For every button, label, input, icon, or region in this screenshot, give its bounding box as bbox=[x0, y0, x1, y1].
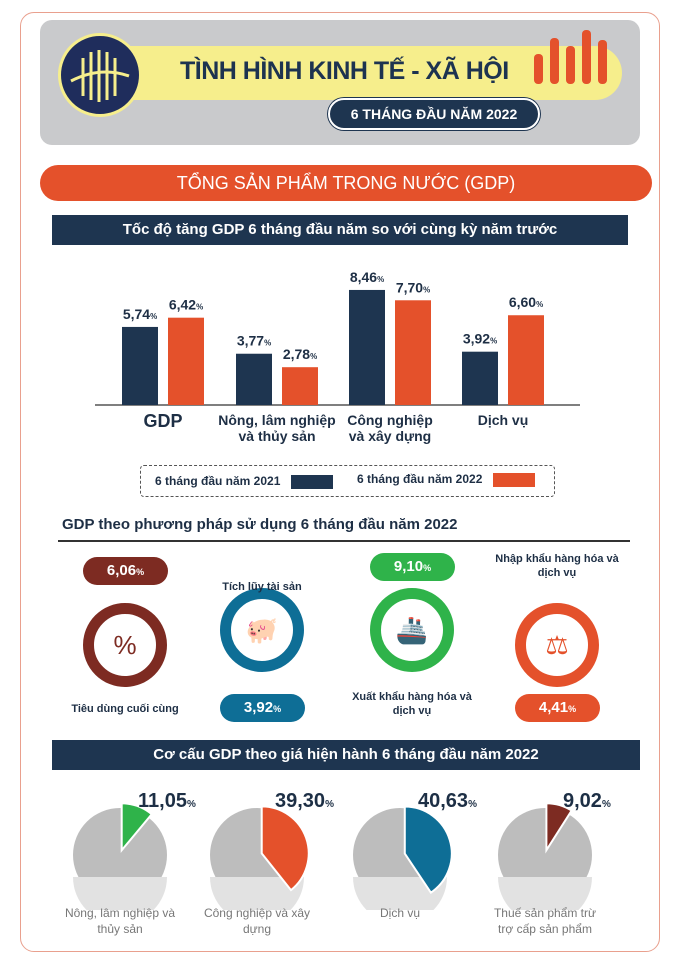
bar-chart-title: Tốc độ tăng GDP 6 tháng đầu năm so với c… bbox=[52, 215, 628, 245]
legend-label-2021: 6 tháng đầu năm 2021 bbox=[155, 474, 281, 488]
value: 39,30 bbox=[275, 790, 326, 812]
value: 9,10 bbox=[393, 558, 424, 575]
category-label-line: Nông, lâm nghiệp bbox=[218, 412, 336, 428]
unit: % bbox=[568, 704, 577, 714]
slice-label: Nông, lâm nghiệp và thủy sản bbox=[64, 906, 176, 936]
value: 6,06 bbox=[106, 562, 137, 579]
chart-legend: 6 tháng đầu năm 2021 6 tháng đầu năm 202… bbox=[140, 465, 555, 497]
unit: % bbox=[423, 563, 432, 573]
category-label-line: Công nghiệp bbox=[347, 412, 433, 428]
bar-2022 bbox=[168, 317, 204, 405]
category-label: Công nghiệp và xây dựng bbox=[330, 412, 450, 444]
data-label: 8,46% bbox=[350, 269, 384, 285]
category-label-line: và thủy sản bbox=[238, 428, 316, 444]
value-pill: 9,10% bbox=[370, 553, 455, 581]
section-title: TỔNG SẢN PHẨM TRONG NƯỚC (GDP) bbox=[40, 165, 652, 201]
unit: % bbox=[273, 704, 282, 714]
unit-label: % bbox=[310, 352, 317, 361]
expenditure-title: GDP theo phương pháp sử dụng 6 tháng đầu… bbox=[62, 516, 458, 533]
unit-label: % bbox=[264, 339, 271, 348]
legend-swatch-2022 bbox=[493, 473, 535, 487]
period-badge: 6 THÁNG ĐẦU NĂM 2022 bbox=[328, 98, 540, 130]
unit: % bbox=[468, 799, 477, 810]
bar-2021 bbox=[122, 326, 158, 405]
item-label: Nhập khẩu hàng hóa và dịch vụ bbox=[495, 553, 619, 579]
value: 4,41 bbox=[538, 699, 569, 716]
data-label: 6,42% bbox=[169, 297, 203, 313]
unit-label: % bbox=[150, 312, 157, 321]
unit: % bbox=[186, 799, 196, 810]
page-title: TÌNH HÌNH KINH TẾ - XÃ HỘI bbox=[180, 57, 509, 85]
slice-value: 9,02% bbox=[563, 790, 611, 813]
pie-slice bbox=[120, 802, 154, 854]
unit-label: % bbox=[490, 337, 497, 346]
data-label: 6,60% bbox=[509, 294, 543, 310]
unit-label: % bbox=[196, 303, 203, 312]
data-label: 2,78% bbox=[283, 346, 317, 362]
category-label-line: GDP bbox=[143, 411, 183, 431]
item-label: Tiêu dùng cuối cùng bbox=[71, 703, 179, 715]
unit-label: % bbox=[377, 275, 384, 284]
bar-2022 bbox=[395, 300, 431, 405]
shopping-bag-icon: % bbox=[83, 603, 167, 687]
category-label-line: và xây dựng bbox=[348, 428, 432, 444]
item-label: Tích lũy tài sản bbox=[222, 581, 302, 593]
bar-2022 bbox=[508, 315, 544, 405]
gso-logo bbox=[58, 33, 142, 117]
category-label: GDP bbox=[103, 411, 223, 431]
pie-shade bbox=[73, 877, 167, 910]
legend-swatch-2021 bbox=[291, 475, 333, 489]
pie-slice bbox=[545, 802, 574, 854]
scale-boxes-icon: ⚖ bbox=[515, 603, 599, 687]
value: 11,05 bbox=[138, 790, 187, 812]
cargo-ship-icon: 🚢 bbox=[370, 588, 454, 672]
slice-label: Thuế sản phẩm trừ trợ cấp sản phẩm bbox=[493, 906, 597, 936]
bar-2021 bbox=[462, 351, 498, 405]
data-label: 3,77% bbox=[237, 333, 271, 349]
pie-slice bbox=[260, 805, 310, 892]
unit: % bbox=[601, 799, 611, 810]
value-pill: 4,41% bbox=[515, 694, 600, 722]
value-pill: 3,92% bbox=[220, 694, 305, 722]
unit: % bbox=[325, 799, 334, 810]
pie-shade bbox=[210, 877, 304, 910]
slice-value: 39,30% bbox=[275, 790, 334, 813]
category-label: Nông, lâm nghiệp và thủy sản bbox=[217, 412, 337, 444]
bar-2021 bbox=[236, 353, 272, 405]
slice-value: 11,05% bbox=[138, 790, 196, 813]
data-label: 3,92% bbox=[463, 331, 497, 347]
data-label: 7,70% bbox=[396, 279, 430, 295]
slice-label: Dịch vụ bbox=[379, 906, 420, 920]
gdp-structure-pies bbox=[73, 802, 592, 910]
bar-chart-icon bbox=[534, 30, 607, 84]
category-label-line: Dịch vụ bbox=[477, 412, 529, 428]
item-label: Xuất khẩu hàng hóa và dịch vụ bbox=[352, 691, 472, 717]
slice-label: Công nghiệp và xây dựng bbox=[203, 906, 311, 936]
category-label: Dịch vụ bbox=[443, 412, 563, 428]
unit-label: % bbox=[423, 285, 430, 294]
bar-2022 bbox=[282, 367, 318, 405]
pie-shade bbox=[353, 877, 447, 910]
divider bbox=[58, 540, 630, 542]
value: 40,63 bbox=[418, 790, 469, 812]
pie-shade bbox=[498, 877, 592, 910]
slice-value: 40,63% bbox=[418, 790, 477, 813]
value-pill: 6,06% bbox=[83, 557, 168, 585]
piggy-bank-icon: 🐖 bbox=[220, 588, 304, 672]
bar-2021 bbox=[349, 289, 385, 405]
value: 9,02 bbox=[563, 790, 602, 812]
legend-label-2022: 6 tháng đầu năm 2022 bbox=[357, 472, 483, 486]
pie-slice bbox=[403, 805, 453, 895]
value: 3,92 bbox=[243, 699, 274, 716]
unit: % bbox=[136, 567, 145, 577]
page-frame bbox=[20, 12, 660, 952]
gdp-growth-bar-chart: 5,74% 3,77% 8,46% 3,92% 6,42% 2,78% 7,70% 6,60% bbox=[95, 269, 580, 406]
data-label: 5,74% bbox=[123, 306, 157, 322]
structure-title: Cơ cấu GDP theo giá hiện hành 6 tháng đầ… bbox=[52, 740, 640, 770]
unit-label: % bbox=[536, 300, 543, 309]
